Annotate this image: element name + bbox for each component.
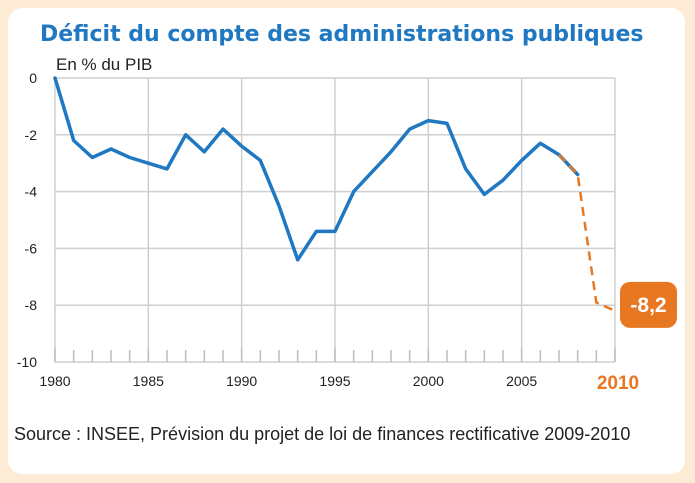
y-tick-label: 0 — [29, 70, 37, 86]
x-tick-label-highlight: 2010 — [597, 373, 639, 394]
forecast-line — [558, 153, 616, 313]
y-tick-label: -10 — [17, 354, 37, 370]
chart-title: Déficit du compte des administrations pu… — [40, 22, 644, 47]
x-tick-label: 2005 — [506, 373, 537, 389]
y-tick-label: -2 — [25, 127, 38, 143]
x-tick-label: 2000 — [413, 373, 444, 389]
y-tick-label: -6 — [25, 240, 38, 256]
deficit-line — [53, 76, 580, 262]
value-badge-label: -8,2 — [630, 294, 666, 317]
value-badge — [620, 281, 677, 328]
x-tick-label: 1985 — [133, 373, 164, 389]
source-note: Source : INSEE, Prévision du projet de l… — [14, 424, 631, 444]
y-tick-label: -8 — [25, 297, 38, 313]
x-tick-label: 1980 — [39, 373, 70, 389]
y-axis-unit-label: En % du PIB — [56, 55, 153, 74]
y-tick-label: -4 — [25, 184, 38, 200]
chart-card — [8, 8, 685, 474]
x-tick-label: 1990 — [226, 373, 257, 389]
x-tick-label: 1995 — [319, 373, 350, 389]
